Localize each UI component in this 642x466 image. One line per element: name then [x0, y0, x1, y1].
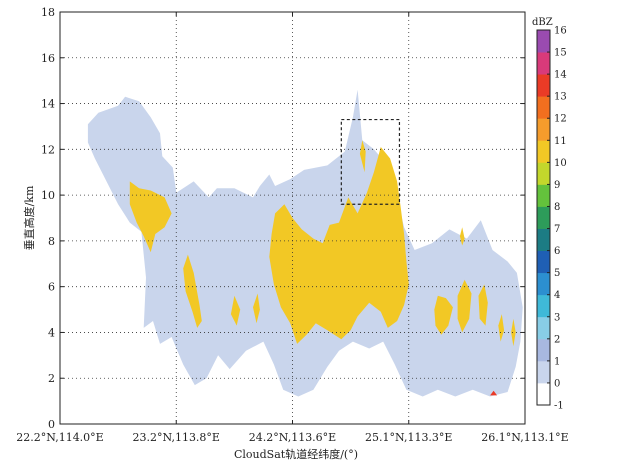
colorbar-tick-label: 8	[554, 202, 560, 213]
colorbar-unit: dBZ	[532, 17, 553, 28]
echo-region-1-10	[511, 318, 516, 347]
echo-region-1-5	[253, 293, 260, 324]
y-tick-label: 16	[41, 52, 55, 65]
colorbar-tick-label: 15	[554, 48, 567, 59]
colorbar-tick-label: 12	[554, 114, 567, 125]
echo-region-1-9	[498, 314, 505, 342]
y-tick-label: 14	[41, 98, 55, 111]
colorbar-tick-label: 0	[554, 378, 560, 389]
x-axis: 22.2°N,114.0°E 23.2°N,113.8°E 24.2°N,113.6…	[16, 12, 569, 444]
colorbar-segment	[537, 316, 550, 340]
colorbar-segment	[537, 382, 550, 406]
colorbar-segment	[537, 228, 550, 251]
colorbar-segment	[537, 184, 550, 207]
colorbar-tick-label: 2	[554, 334, 560, 345]
colorbar-segment	[537, 118, 550, 141]
echo-region-1-6	[434, 295, 453, 335]
echo-region-1-0	[129, 181, 172, 253]
colorbar-tick-label: 16	[554, 26, 567, 37]
x-tick-label: 25.1°N,113.3°E	[365, 431, 452, 444]
colorbar-segment	[537, 338, 550, 362]
colorbar-tick-label: -1	[554, 401, 564, 412]
y-tick-label: 8	[48, 235, 55, 248]
x-tick-label: 23.2°N,113.8°E	[133, 431, 220, 444]
colorbar-tick-label: 7	[554, 224, 560, 235]
colorbar-tick-label: 5	[554, 268, 560, 279]
echo-region-1-8	[478, 284, 488, 326]
x-tick-label: 26.1°N,113.1°E	[481, 431, 568, 444]
colorbar-segment	[537, 294, 550, 318]
y-axis: 0 2 4 6 8 10 12 14 16 18	[41, 6, 525, 431]
colorbar-tick-label: 10	[554, 158, 567, 169]
y-tick-label: 0	[48, 418, 55, 431]
reflectivity-data	[87, 89, 523, 397]
y-tick-label: 12	[41, 143, 55, 156]
colorbar-segment	[537, 162, 550, 185]
colorbar-tick-label: 9	[554, 180, 560, 191]
y-tick-label: 2	[48, 372, 55, 385]
echo-region-1-3	[269, 147, 409, 344]
x-tick-label: 24.2°N,113.6°E	[249, 431, 336, 444]
colorbar-tick-label: 14	[554, 70, 567, 81]
colorbar-tick-label: 13	[554, 92, 567, 103]
y-tick-label: 18	[41, 6, 55, 19]
echo-region-1-7	[457, 279, 472, 333]
colorbar-segment	[537, 52, 550, 75]
echo-region-1-2	[230, 295, 241, 326]
echo-region-1-1	[183, 254, 202, 328]
colorbar-tick-label: 3	[554, 312, 560, 323]
colorbar-segment	[537, 96, 550, 119]
colorbar-tick-label: 6	[554, 246, 560, 257]
colorbar-segment	[537, 74, 550, 97]
colorbar-segment	[537, 140, 550, 163]
colorbar-segment	[537, 206, 550, 229]
highlight-box	[340, 118, 401, 205]
x-tick-label: 22.2°N,114.0°E	[16, 431, 103, 444]
echo-region-1-4	[359, 140, 366, 173]
colorbar-tick-label: 1	[554, 356, 560, 367]
colorbar-segment	[537, 250, 550, 274]
colorbar-segment	[537, 30, 550, 53]
echo-region-2-0	[490, 390, 498, 396]
colorbar-tick-label: 4	[554, 290, 560, 301]
echo-region-1-11	[459, 227, 465, 246]
colorbar-tick-label: 11	[554, 136, 567, 147]
colorbar-segment	[537, 360, 550, 384]
grid	[60, 12, 525, 424]
colorbar-frame	[536, 29, 551, 406]
y-tick-label: 4	[48, 326, 55, 339]
y-axis-label: 垂直高度/km	[22, 185, 36, 250]
y-tick-label: 10	[41, 189, 55, 202]
y-tick-label: 6	[48, 281, 55, 294]
colorbar-segment	[537, 272, 550, 296]
x-axis-label: CloudSat轨道经纬度/(°)	[234, 447, 358, 461]
